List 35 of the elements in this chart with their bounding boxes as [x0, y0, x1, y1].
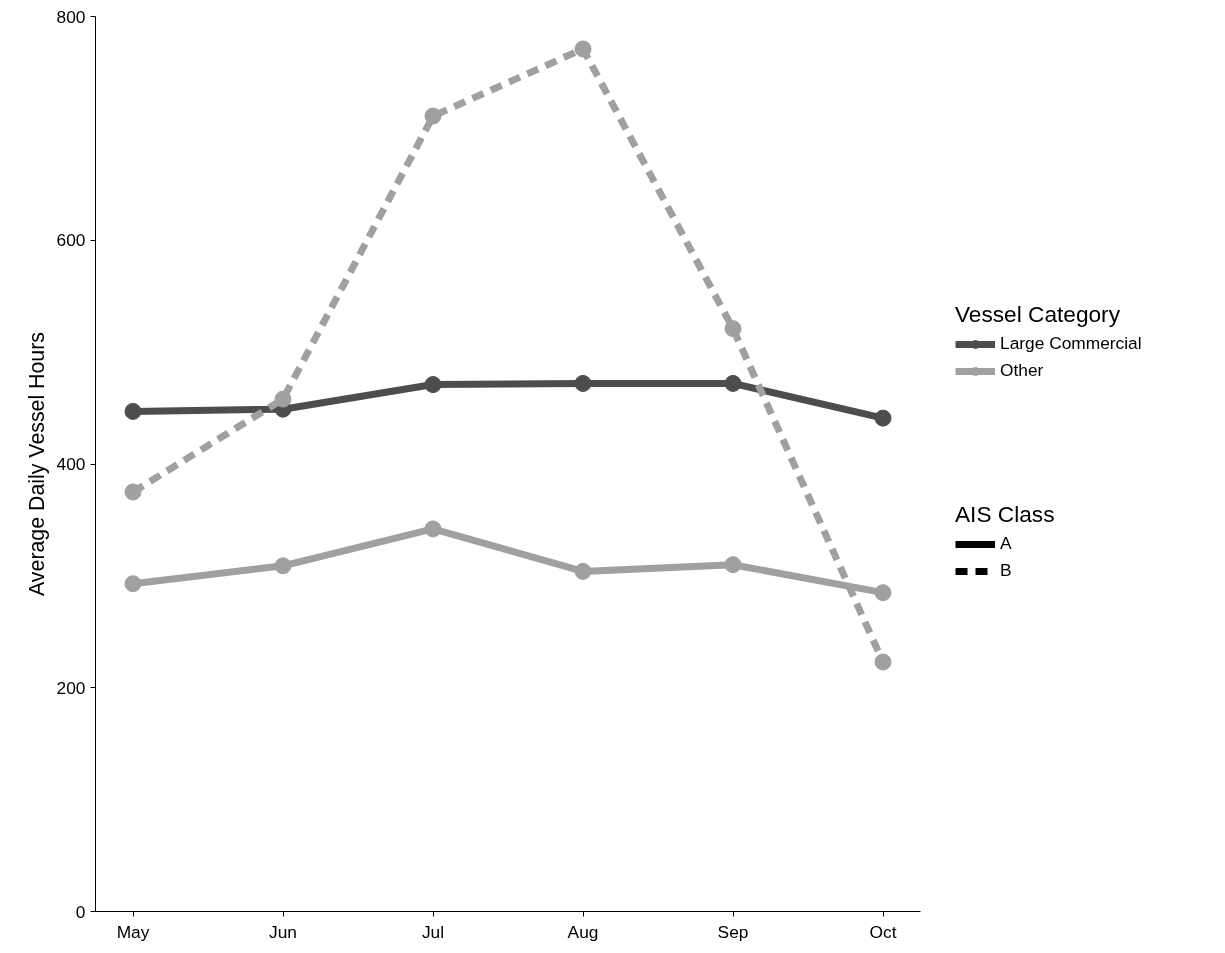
point [724, 374, 742, 392]
y-axis-title: Average Daily Vessel Hours [24, 332, 49, 596]
point [874, 584, 892, 602]
legend-title: Vessel Category [955, 301, 1121, 328]
point [574, 374, 592, 392]
point [124, 483, 142, 501]
legend-label: Other [1000, 360, 1044, 381]
point [124, 402, 142, 420]
text: B [1000, 560, 1013, 581]
y-tick-label: 800 [56, 6, 86, 27]
y-tick-label: 0 [75, 901, 86, 922]
text: A [1000, 533, 1013, 554]
point [874, 409, 892, 427]
point [874, 653, 892, 671]
x-tick-label: Sep [717, 921, 749, 942]
point [574, 40, 592, 58]
x-tick-label: Aug [567, 921, 599, 942]
point [424, 107, 442, 125]
point [574, 562, 592, 580]
point [424, 520, 442, 538]
point [724, 556, 742, 574]
y-tick-label: 200 [56, 677, 86, 698]
x-tick-label: Jul [421, 921, 445, 942]
text: AIS Class [955, 501, 1055, 528]
point [424, 376, 442, 394]
point [724, 320, 742, 338]
point [124, 575, 142, 593]
point [274, 557, 292, 575]
x-tick-label: Jun [269, 921, 297, 942]
x-tick-label: May [116, 921, 150, 942]
legend-label: Large Commercial [1000, 333, 1142, 354]
point [274, 390, 292, 408]
x-tick-label: Oct [869, 921, 897, 942]
y-tick-label: 400 [56, 454, 86, 474]
y-tick-label: 600 [56, 230, 86, 251]
